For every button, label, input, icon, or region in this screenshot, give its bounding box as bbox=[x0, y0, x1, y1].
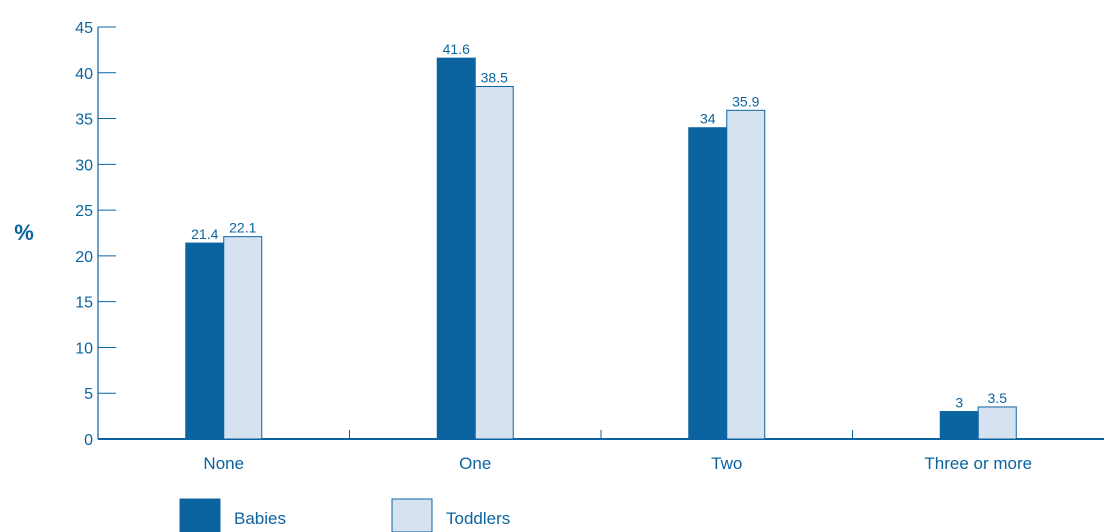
value-label: 35.9 bbox=[732, 93, 759, 109]
bar-toddlers-one bbox=[474, 86, 514, 440]
category-label: One bbox=[459, 454, 491, 473]
y-tick-label: 45 bbox=[75, 20, 93, 37]
bars bbox=[185, 57, 1017, 440]
value-label: 22.1 bbox=[229, 220, 256, 236]
value-label: 3 bbox=[955, 395, 963, 411]
legend-swatch-toddlers bbox=[391, 498, 433, 532]
legend-label-babies: Babies bbox=[234, 509, 286, 528]
bar-babies-none bbox=[185, 242, 225, 440]
y-tick-label: 5 bbox=[84, 386, 93, 403]
y-tick-label: 20 bbox=[75, 249, 93, 266]
legend-swatch-babies bbox=[179, 498, 221, 532]
value-label: 21.4 bbox=[191, 226, 218, 242]
bar-toddlers-two bbox=[726, 109, 766, 440]
bar-toddlers-none bbox=[223, 236, 263, 440]
y-tick-label: 15 bbox=[75, 295, 93, 312]
bar-toddlers-three-or-more bbox=[977, 406, 1017, 440]
y-tick-label: 0 bbox=[84, 432, 93, 449]
bar-babies-three-or-more bbox=[939, 411, 979, 440]
value-labels: 21.4 22.1 41.6 38.5 34 35.9 3 3.5 bbox=[191, 41, 1007, 410]
y-tick-label: 30 bbox=[75, 157, 93, 174]
value-label: 3.5 bbox=[988, 390, 1008, 406]
y-ticks: 0 5 10 15 20 25 30 35 40 45 bbox=[75, 20, 116, 449]
axes bbox=[97, 27, 1104, 440]
bar-babies-two bbox=[688, 127, 728, 440]
value-label: 38.5 bbox=[481, 70, 508, 86]
y-tick-label: 10 bbox=[75, 340, 93, 357]
value-label: 41.6 bbox=[443, 41, 470, 57]
legend: Babies Toddlers bbox=[179, 498, 510, 532]
category-labels: None One Two Three or more bbox=[203, 454, 1032, 473]
y-axis-label: % bbox=[14, 220, 34, 245]
bar-babies-one bbox=[436, 57, 476, 440]
legend-label-toddlers: Toddlers bbox=[446, 509, 510, 528]
y-tick-label: 40 bbox=[75, 66, 93, 83]
y-tick-label: 35 bbox=[75, 112, 93, 129]
category-label: Two bbox=[711, 454, 742, 473]
value-label: 34 bbox=[700, 111, 716, 127]
category-label: None bbox=[203, 454, 244, 473]
y-tick-label: 25 bbox=[75, 203, 93, 220]
category-label: Three or more bbox=[924, 454, 1032, 473]
